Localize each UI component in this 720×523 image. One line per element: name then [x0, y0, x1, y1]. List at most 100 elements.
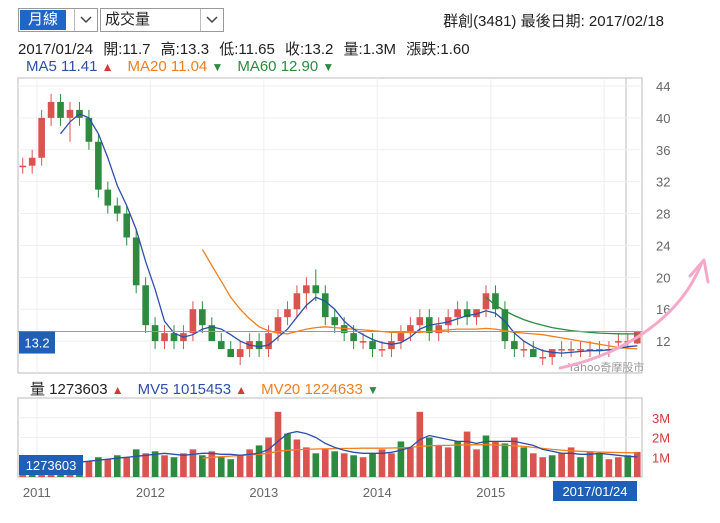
candle-body [520, 349, 528, 351]
vol-legend-item-0: 量 1273603 ▲ [30, 381, 124, 398]
triangle-down-icon: ▼ [367, 383, 379, 397]
candle-body [217, 341, 225, 350]
volume-bar [189, 449, 197, 477]
period-select[interactable]: 月線 [18, 8, 98, 32]
candle-body [558, 349, 565, 351]
volume-bar [492, 441, 499, 477]
quote-volume: 量:1.3M [343, 41, 397, 58]
chevron-down-icon[interactable] [200, 9, 223, 31]
candle-body [113, 205, 121, 214]
volume-tick-label: 1M [652, 450, 670, 465]
x-tick-label: 2015 [476, 485, 505, 500]
candle-body [19, 165, 27, 168]
candle-body [586, 349, 594, 351]
volume-bar [435, 445, 443, 477]
triangle-up-icon: ▲ [235, 383, 248, 397]
volume-bar [444, 447, 452, 477]
ma-legend-item-label: MA20 11.04 [127, 58, 212, 75]
volume-bar [482, 435, 490, 477]
candle-body [473, 309, 480, 318]
volume-bar [624, 455, 632, 477]
candle-body [454, 309, 461, 318]
candle-body [501, 309, 509, 342]
volume-bar [170, 457, 178, 477]
volume-bar [558, 453, 565, 477]
price-tick-label: 24 [656, 238, 670, 253]
candle-body [227, 349, 235, 358]
candle-body [170, 333, 178, 342]
indicator-value: 成交量 [105, 11, 151, 28]
volume-bar [151, 451, 159, 477]
volume-bar [615, 457, 622, 477]
volume-bar [331, 451, 339, 477]
candle-body [407, 325, 414, 334]
quote-line: 2017/01/24 開:11.7 高:13.3 低:11.65 收:13.2 … [18, 38, 476, 59]
volume-bar [548, 455, 556, 477]
volume-bar [312, 453, 320, 477]
candle-body [208, 325, 216, 342]
stock-title: 群創(3481) 最後日期: 2017/02/18 [443, 13, 664, 30]
candle-body [577, 349, 584, 351]
candle-body [397, 333, 405, 342]
volume-bar [104, 459, 112, 477]
candle-body [331, 317, 339, 326]
volume-bar [321, 449, 329, 477]
candle-body [85, 117, 93, 142]
candle-body [388, 341, 395, 350]
mv5-line [60, 430, 638, 465]
volume-bar [274, 411, 282, 477]
current-date-label: 2017/01/24 [562, 484, 627, 499]
indicator-select[interactable]: 成交量 [100, 8, 224, 32]
ma-legend-item-1: MA20 11.04 ▼ [128, 58, 224, 75]
candle-body [596, 349, 603, 351]
candle-body [567, 349, 575, 351]
x-tick-label: 2012 [136, 485, 165, 500]
candle-body [463, 309, 471, 318]
candle-body [416, 317, 424, 326]
candle-body [340, 325, 348, 334]
current-price-box [19, 331, 55, 354]
volume-bar [520, 447, 528, 477]
volume-bar [473, 449, 480, 477]
volume-bar [416, 411, 424, 477]
volume-tick-label: 2M [652, 431, 670, 446]
price-tick-label: 40 [656, 111, 670, 126]
volume-bar [577, 457, 584, 477]
annotation-arrowhead [688, 258, 710, 284]
price-tick-label: 32 [656, 175, 670, 190]
ma-legend-item-label: MA5 11.41 [26, 58, 102, 75]
volume-bar [454, 441, 461, 477]
triangle-down-icon: ▼ [211, 60, 224, 74]
volume-bar [199, 455, 206, 477]
volume-bar [378, 449, 386, 477]
x-tick-label: 2014 [363, 485, 392, 500]
chevron-down-icon[interactable] [74, 9, 97, 31]
candle-body [151, 325, 159, 342]
price-tick-label: 20 [656, 270, 670, 285]
volume-bar [142, 453, 149, 477]
volume-bar [388, 453, 395, 477]
volume-tick-label: 3M [652, 411, 670, 426]
candle-body [492, 293, 499, 310]
candle-body [38, 117, 45, 158]
volume-bar [85, 461, 93, 477]
candle-body [265, 333, 272, 350]
volume-bar [340, 453, 348, 477]
price-tick-label: 44 [656, 79, 670, 94]
candle-body [359, 341, 367, 343]
volume-bar [407, 447, 414, 477]
period-value: 月線 [20, 10, 67, 30]
volume-bar [596, 453, 603, 477]
volume-bar [567, 447, 575, 477]
volume-bar [113, 455, 121, 477]
candle-body [189, 309, 197, 334]
volume-bar [255, 445, 263, 477]
price-tick-label: 36 [656, 143, 670, 158]
ma60-line [485, 296, 638, 335]
candle-body [47, 101, 55, 118]
volume-bar [501, 443, 509, 477]
ma-legend-item-2: MA60 12.90 ▼ [237, 58, 334, 75]
volume-bar [95, 457, 102, 477]
candle-body [482, 293, 490, 310]
